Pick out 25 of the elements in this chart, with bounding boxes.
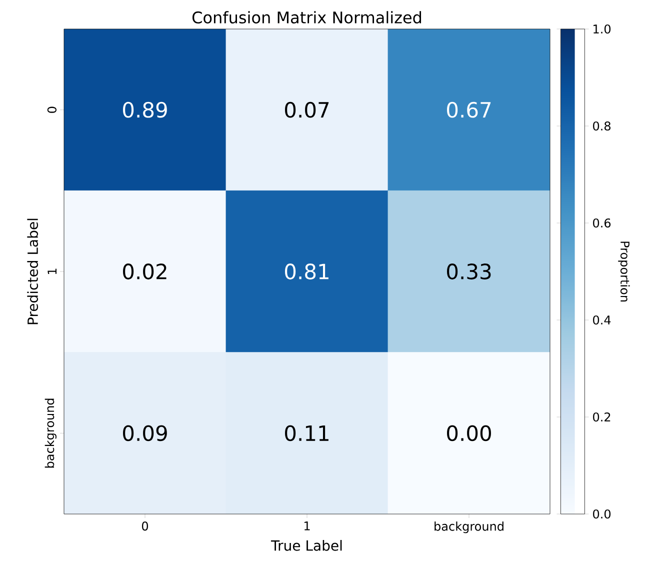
x-tick-label: background	[434, 522, 504, 534]
color-bar-label: 0.4	[593, 315, 611, 325]
data-label: 0.89	[123, 102, 167, 118]
data-label: 0.33	[447, 264, 491, 280]
data-label: 0.00	[447, 425, 491, 442]
color-bar-title: Proportion	[618, 242, 630, 302]
data-label: 0.02	[123, 264, 166, 280]
color-bar-label: 0.2	[593, 412, 610, 422]
data-label: 0.07	[285, 102, 329, 118]
y-tick-label: 1	[48, 268, 56, 274]
chart-title: Confusion Matrix Normalized	[192, 11, 422, 24]
x-axis-title: True Label	[270, 540, 342, 551]
data-label: 0.11	[285, 425, 328, 442]
y-tick-label: 0	[47, 106, 56, 113]
data-label: 0.81	[285, 264, 328, 280]
color-bar-label: 1.0	[594, 24, 611, 34]
y-tick-label: background	[44, 398, 56, 468]
color-bar-label: 0.8	[593, 121, 610, 131]
data-label: 0.67	[447, 102, 491, 118]
color-bar-label: 0.6	[593, 218, 611, 228]
x-tick-label: 1	[304, 522, 310, 530]
color-bar-label: 0.0	[593, 509, 611, 519]
x-tick-label: 0	[142, 522, 148, 531]
data-label: 0.09	[123, 425, 167, 442]
y-axis-title: Predicted Label	[27, 218, 38, 324]
